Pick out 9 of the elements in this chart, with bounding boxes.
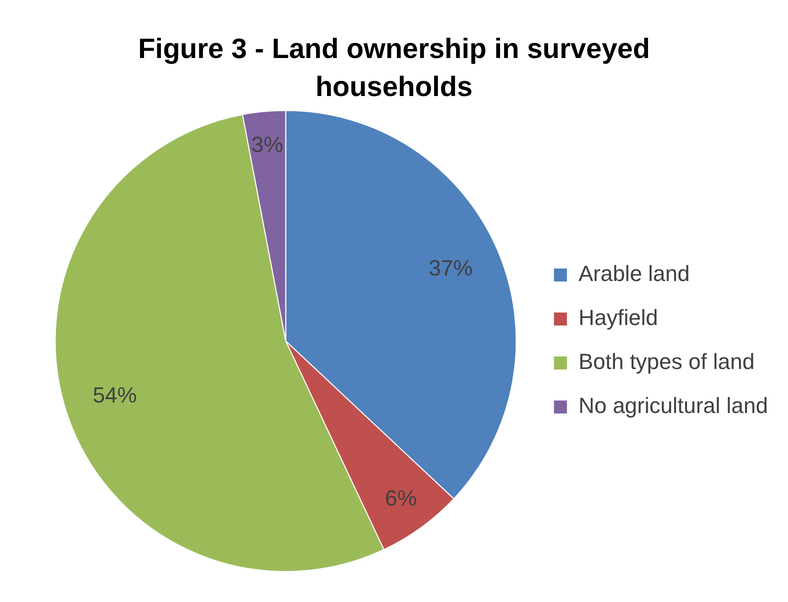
data-label: 6% [384,486,417,511]
chart-title: Figure 3 - Land ownership in surveyed households [137,32,651,104]
legend-label: Both types of land [578,349,755,374]
legend-label: Hayfield [578,305,658,330]
data-label: 54% [92,382,137,408]
data-label: 37% [428,256,473,281]
legend-label: No agricultural land [578,393,768,418]
legend-label: Arable land [578,261,690,286]
data-label: 3% [251,132,284,158]
